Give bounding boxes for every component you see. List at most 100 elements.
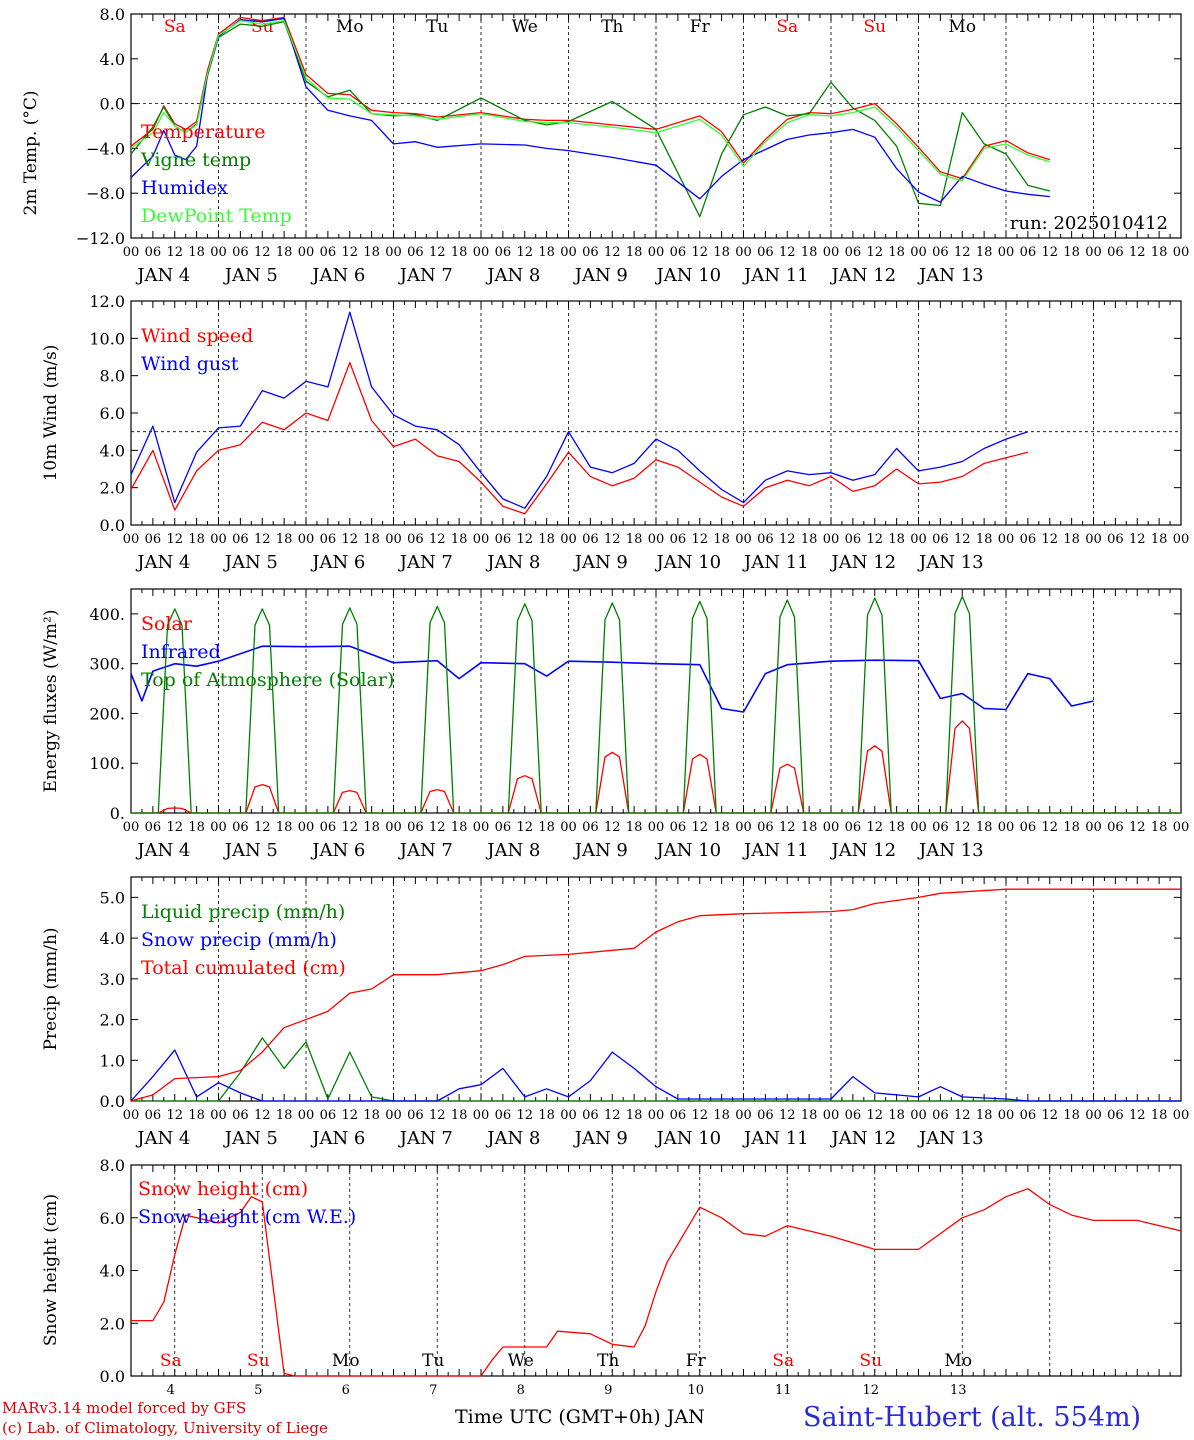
date-label: JAN 10 <box>655 1128 722 1149</box>
y-tick-label: 8.0 <box>100 1156 125 1175</box>
hour-tick-label: 12 <box>1041 820 1058 835</box>
hour-tick-label: 12 <box>254 245 271 260</box>
legend-entry: Total cumulated (cm) <box>141 957 346 979</box>
day-number-label: 6 <box>342 1383 350 1398</box>
date-label: JAN 8 <box>485 265 540 286</box>
hour-tick-label: 00 <box>473 245 490 260</box>
hour-tick-label: 06 <box>1020 532 1037 547</box>
hour-tick-label: 06 <box>845 245 862 260</box>
date-label: JAN 7 <box>398 552 453 573</box>
hour-tick-label: 12 <box>341 820 358 835</box>
legend-entry: Wind speed <box>141 325 253 347</box>
day-number-label: 7 <box>429 1383 437 1398</box>
hour-tick-label: 18 <box>1151 1108 1168 1123</box>
hour-tick-label: 18 <box>1151 820 1168 835</box>
hour-tick-label: 06 <box>582 820 599 835</box>
hour-tick-label: 00 <box>998 532 1015 547</box>
hour-tick-label: 06 <box>232 532 249 547</box>
hour-tick-label: 18 <box>276 532 293 547</box>
hour-tick-label: 00 <box>998 820 1015 835</box>
hour-tick-label: 06 <box>320 1108 337 1123</box>
hour-tick-label: 06 <box>1107 820 1124 835</box>
date-label: JAN 5 <box>223 265 278 286</box>
hour-tick-label: 00 <box>385 245 402 260</box>
weekday-label: Th <box>601 17 623 37</box>
date-label: JAN 7 <box>398 1128 453 1149</box>
hour-tick-label: 00 <box>648 1108 665 1123</box>
weekday-label: Sa <box>164 17 186 37</box>
y-tick-label: 12.0 <box>89 292 125 311</box>
date-label: JAN 9 <box>573 840 628 861</box>
hour-tick-label: 12 <box>166 1108 183 1123</box>
hour-tick-label: 00 <box>298 1108 315 1123</box>
date-label: JAN 5 <box>223 552 278 573</box>
date-label: JAN 11 <box>742 1128 809 1149</box>
hour-tick-label: 06 <box>757 820 774 835</box>
hour-tick-label: 12 <box>866 532 883 547</box>
hour-tick-label: 18 <box>538 820 555 835</box>
hour-tick-label: 12 <box>866 820 883 835</box>
hour-tick-label: 12 <box>429 1108 446 1123</box>
y-tick-label: 8.0 <box>100 367 125 386</box>
date-label: JAN 11 <box>742 840 809 861</box>
hour-tick-label: 18 <box>1063 1108 1080 1123</box>
hour-tick-label: 00 <box>823 1108 840 1123</box>
model-credit: MARv3.14 model forced by GFS <box>2 1399 247 1417</box>
weekday-label: Su <box>863 17 886 37</box>
hour-tick-label: 00 <box>560 1108 577 1123</box>
hour-tick-label: 12 <box>691 820 708 835</box>
hour-tick-label: 18 <box>888 820 905 835</box>
hour-tick-label: 12 <box>779 532 796 547</box>
hour-tick-label: 00 <box>823 820 840 835</box>
y-tick-label: 5.0 <box>100 888 125 907</box>
date-label: JAN 9 <box>573 265 628 286</box>
hour-tick-label: 00 <box>1085 820 1102 835</box>
date-label: JAN 13 <box>917 552 984 573</box>
weekday-label: We <box>512 17 538 37</box>
date-label: JAN 11 <box>742 552 809 573</box>
weekday-label: Tu <box>426 17 448 37</box>
hour-tick-label: 18 <box>363 532 380 547</box>
lab-credit: (c) Lab. of Climatology, University of L… <box>2 1419 328 1437</box>
series-line-dewpoint-temp <box>130 20 1050 182</box>
hour-tick-label: 00 <box>473 1108 490 1123</box>
hour-tick-label: 12 <box>691 532 708 547</box>
date-label: JAN 11 <box>742 265 809 286</box>
weekday-label: Su <box>251 17 274 37</box>
y-tick-label: −12.0 <box>76 229 125 248</box>
hour-tick-label: 00 <box>123 245 140 260</box>
hour-tick-label: 06 <box>232 820 249 835</box>
hour-tick-label: 06 <box>845 1108 862 1123</box>
weekday-label: Fr <box>690 17 711 37</box>
day-number-label: 13 <box>950 1383 967 1398</box>
hour-tick-label: 06 <box>1107 245 1124 260</box>
hour-tick-label: 12 <box>866 1108 883 1123</box>
hour-tick-label: 00 <box>298 820 315 835</box>
hour-tick-label: 12 <box>1041 245 1058 260</box>
series-line-total-cumulated-cm <box>130 888 1181 1102</box>
date-label: JAN 4 <box>135 265 190 286</box>
hour-tick-label: 06 <box>670 820 687 835</box>
hour-tick-label: 12 <box>604 245 621 260</box>
hour-tick-label: 00 <box>123 1108 140 1123</box>
hour-tick-label: 00 <box>1173 1108 1190 1123</box>
hour-tick-label: 12 <box>779 245 796 260</box>
hour-tick-label: 00 <box>210 245 227 260</box>
hour-tick-label: 00 <box>910 1108 927 1123</box>
hour-tick-label: 18 <box>451 245 468 260</box>
hour-tick-label: 00 <box>1085 245 1102 260</box>
hour-tick-label: 06 <box>145 820 162 835</box>
date-label: JAN 4 <box>135 840 190 861</box>
hour-tick-label: 00 <box>1173 245 1190 260</box>
day-number-label: 9 <box>604 1383 612 1398</box>
y-tick-label: 4.0 <box>100 441 125 460</box>
date-label: JAN 4 <box>135 552 190 573</box>
hour-tick-label: 06 <box>670 245 687 260</box>
hour-tick-label: 06 <box>320 532 337 547</box>
day-number-label: 8 <box>517 1383 525 1398</box>
y-tick-label: 4.0 <box>100 1262 125 1281</box>
hour-tick-label: 06 <box>407 1108 424 1123</box>
hour-tick-label: 06 <box>670 1108 687 1123</box>
hour-tick-label: 06 <box>1020 245 1037 260</box>
hour-tick-label: 18 <box>888 245 905 260</box>
